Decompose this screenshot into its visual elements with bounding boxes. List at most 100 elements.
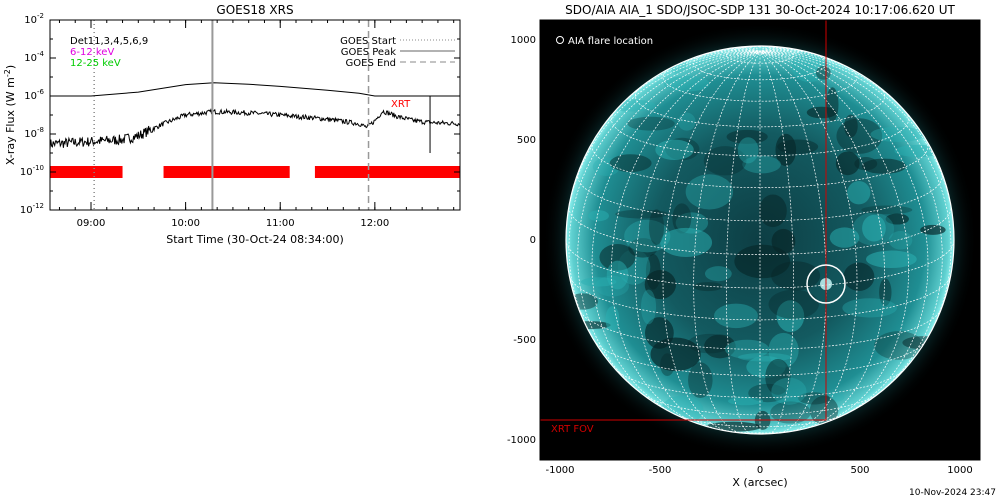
img-y-tick-label: 1000 xyxy=(511,35,536,46)
solar-feature xyxy=(759,194,787,228)
solar-feature xyxy=(771,377,807,405)
y-tick-label: 10-8 xyxy=(24,126,44,140)
solar-feature xyxy=(660,227,713,258)
latitude-line xyxy=(713,427,807,434)
solar-feature xyxy=(836,118,883,154)
solar-feature xyxy=(879,278,892,307)
series-line-1 xyxy=(50,107,460,150)
longitude-line xyxy=(759,50,837,62)
coverage-bar xyxy=(163,166,290,178)
solar-feature xyxy=(806,106,837,119)
solar-feature xyxy=(609,154,652,173)
latitude-line xyxy=(634,87,886,128)
solar-feature xyxy=(672,203,692,234)
solar-feature xyxy=(734,244,791,279)
longitude-line xyxy=(706,49,761,54)
y-tick-label: 10-2 xyxy=(24,12,44,26)
xrt-label: XRT xyxy=(391,99,411,110)
solar-feature xyxy=(777,139,819,155)
longitude-line xyxy=(759,51,795,434)
solar-feature xyxy=(844,114,858,138)
solar-feature xyxy=(592,157,620,177)
solar-feature xyxy=(727,397,764,406)
latitude-line xyxy=(616,370,904,398)
image-background xyxy=(540,20,980,460)
solar-feature xyxy=(726,129,768,144)
solar-feature xyxy=(738,352,792,362)
solar-feature xyxy=(644,317,674,349)
solar-feature xyxy=(828,392,845,402)
solar-feature xyxy=(809,395,839,426)
solar-feature xyxy=(874,331,924,360)
longitude-line xyxy=(634,51,761,430)
longitude-line xyxy=(742,46,761,53)
img-y-tick-label: 0 xyxy=(530,235,536,246)
solar-feature xyxy=(765,358,791,395)
solar-feature xyxy=(714,303,758,329)
detector-label: Det11,3,4,5,6,9 xyxy=(70,36,148,47)
latitude-line xyxy=(611,111,909,157)
solar-feature xyxy=(866,250,917,268)
solar-feature xyxy=(650,337,701,372)
solar-feature xyxy=(668,55,687,74)
solar-feature xyxy=(771,228,796,254)
chart-title: GOES18 XRS xyxy=(216,3,293,17)
solar-feature xyxy=(660,353,675,377)
image-title: SDO/AIA AIA_1 SDO/JSOC-SDP 131 30-Oct-20… xyxy=(565,3,955,17)
solar-feature xyxy=(648,209,664,246)
solar-feature xyxy=(842,298,897,318)
y-tick-label: 10-4 xyxy=(24,50,44,64)
longitude-line xyxy=(566,51,761,241)
y-tick-label: 10-12 xyxy=(20,202,44,216)
solar-feature xyxy=(776,300,805,333)
latitude-line xyxy=(578,308,942,350)
solar-feature xyxy=(746,356,786,378)
solar-feature xyxy=(645,254,661,290)
solar-feature xyxy=(663,75,710,92)
solar-feature xyxy=(567,321,611,330)
y-tick-label: 10-10 xyxy=(20,164,44,178)
solar-feature xyxy=(605,306,620,333)
solar-feature xyxy=(815,66,831,80)
longitude-line xyxy=(662,51,761,432)
solar-feature xyxy=(567,293,599,310)
solar-feature xyxy=(852,212,895,246)
latitude-line xyxy=(593,340,927,376)
longitude-line xyxy=(759,51,929,416)
longitude-line xyxy=(759,47,786,53)
solar-feature xyxy=(615,209,669,219)
img-x-tick-label: 500 xyxy=(850,465,869,476)
solar-corona xyxy=(542,22,978,458)
xrt-fov-box xyxy=(540,20,827,421)
solar-feature xyxy=(888,231,913,250)
longitude-line xyxy=(759,51,886,430)
longitude-line xyxy=(759,46,778,53)
solar-feature xyxy=(835,151,860,176)
solar-feature xyxy=(685,174,734,210)
flare-location-marker xyxy=(806,264,846,304)
flare-bright-core xyxy=(820,278,832,290)
solar-feature xyxy=(854,157,878,171)
solar-feature xyxy=(661,395,704,425)
y-tick-label: 10-6 xyxy=(24,88,44,102)
longitude-line xyxy=(652,50,761,79)
xrt-fov-label: XRT FOV xyxy=(551,424,594,435)
solar-feature xyxy=(826,87,839,122)
solar-feature xyxy=(655,139,694,160)
longitude-line xyxy=(734,47,761,53)
solar-feature xyxy=(894,144,943,158)
solar-feature xyxy=(628,238,658,258)
solar-disk xyxy=(566,46,954,434)
longitude-line xyxy=(759,51,909,425)
solar-feature xyxy=(704,334,736,359)
img-x-tick-label: -1000 xyxy=(545,465,574,476)
legend-circle-icon xyxy=(556,36,564,44)
longitude-line xyxy=(759,51,954,241)
solar-feature xyxy=(862,214,886,242)
longitude-line xyxy=(759,50,868,79)
solar-feature xyxy=(624,219,671,253)
longitude-line xyxy=(577,51,761,397)
solar-feature xyxy=(861,205,913,215)
legend-label-start: GOES Start xyxy=(340,36,396,47)
solar-feature xyxy=(770,401,811,424)
